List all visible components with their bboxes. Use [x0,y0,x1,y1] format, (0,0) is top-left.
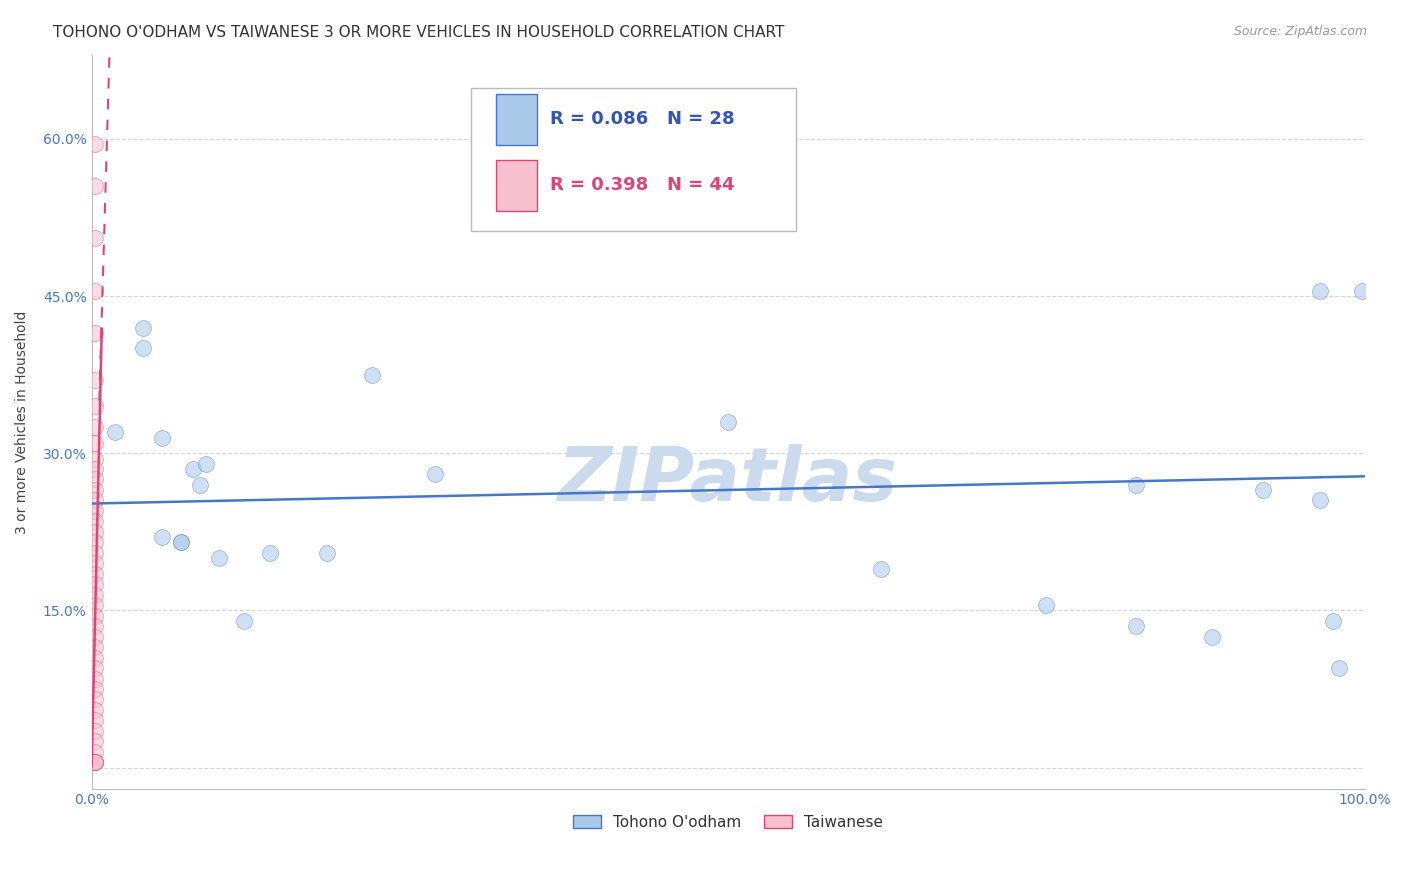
Point [84,399,107,413]
Point [84,473,107,487]
Point [84,483,107,497]
FancyBboxPatch shape [496,94,537,145]
Point [84,756,107,770]
Point [84,504,107,518]
Point [84,745,107,759]
Point [84,546,107,560]
Point [84,598,107,612]
Text: R = 0.398   N = 44: R = 0.398 N = 44 [550,176,734,194]
Point [84,451,107,466]
Point [208,551,231,566]
Point [84,137,107,152]
Point [1351,284,1374,298]
Point [84,650,107,665]
Y-axis label: 3 or more Vehicles in Household: 3 or more Vehicles in Household [15,310,30,533]
Point [84,566,107,581]
FancyBboxPatch shape [471,88,796,231]
Point [84,723,107,738]
Point [84,640,107,654]
Point [717,415,740,429]
Point [425,467,447,482]
Point [84,714,107,728]
Point [870,561,893,575]
Point [183,462,205,476]
Point [84,661,107,675]
Point [1251,483,1274,497]
Point [1125,477,1147,491]
Point [84,231,107,245]
Point [1035,598,1057,612]
Text: ZIPatlas: ZIPatlas [558,444,898,517]
Point [84,493,107,508]
Point [84,588,107,602]
Text: Source: ZipAtlas.com: Source: ZipAtlas.com [1233,25,1367,38]
Point [84,756,107,770]
Point [84,284,107,298]
FancyBboxPatch shape [496,160,537,211]
Point [150,431,173,445]
Point [131,320,153,334]
Point [360,368,382,382]
Point [84,535,107,549]
Point [170,535,193,549]
Point [84,681,107,696]
Point [84,756,107,770]
Point [84,756,107,770]
Point [170,535,193,549]
Point [195,457,218,471]
Text: R = 0.086   N = 28: R = 0.086 N = 28 [550,110,734,128]
Legend: Tohono O'odham, Taiwanese: Tohono O'odham, Taiwanese [567,809,889,836]
Point [84,756,107,770]
Point [1309,284,1331,298]
Point [233,614,256,628]
Point [1125,619,1147,633]
Point [84,703,107,717]
Point [1322,614,1344,628]
Point [84,672,107,686]
Point [84,524,107,539]
Point [84,608,107,623]
Point [259,546,281,560]
Point [84,556,107,570]
Point [84,756,107,770]
Point [1329,661,1351,675]
Point [188,477,211,491]
Point [131,342,153,356]
Point [103,425,125,440]
Point [84,577,107,591]
Point [1201,630,1223,644]
Point [84,420,107,434]
Point [84,326,107,340]
Point [84,435,107,450]
Point [84,619,107,633]
Point [84,462,107,476]
Point [84,692,107,706]
Point [150,530,173,544]
Point [84,179,107,194]
Text: TOHONO O'ODHAM VS TAIWANESE 3 OR MORE VEHICLES IN HOUSEHOLD CORRELATION CHART: TOHONO O'ODHAM VS TAIWANESE 3 OR MORE VE… [53,25,785,40]
Point [84,630,107,644]
Point [84,373,107,387]
Point [84,514,107,528]
Point [1309,493,1331,508]
Point [316,546,339,560]
Point [84,734,107,748]
